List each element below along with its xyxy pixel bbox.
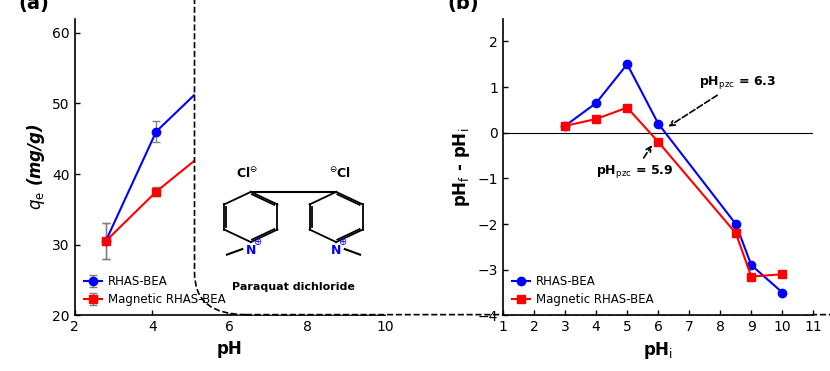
Y-axis label: $q_{\mathrm{e}}$ (mg/g): $q_{\mathrm{e}}$ (mg/g): [25, 124, 46, 210]
RHAS-BEA: [778, 290, 788, 295]
Magnetic RHAS-BEA: [560, 124, 570, 128]
Legend: RHAS-BEA, Magnetic RHAS-BEA: RHAS-BEA, Magnetic RHAS-BEA: [81, 272, 229, 309]
Magnetic RHAS-BEA: [778, 272, 788, 276]
Legend: RHAS-BEA, Magnetic RHAS-BEA: RHAS-BEA, Magnetic RHAS-BEA: [509, 272, 657, 309]
RHAS-BEA: [622, 62, 632, 66]
Y-axis label: pH$_{\mathrm{f}}$ - pH$_{\mathrm{i}}$: pH$_{\mathrm{f}}$ - pH$_{\mathrm{i}}$: [452, 127, 472, 207]
Line: RHAS-BEA: RHAS-BEA: [561, 60, 787, 297]
Line: Magnetic RHAS-BEA: Magnetic RHAS-BEA: [561, 104, 787, 281]
RHAS-BEA: [746, 263, 756, 267]
Text: (b): (b): [447, 0, 479, 13]
Text: (a): (a): [19, 0, 50, 13]
RHAS-BEA: [560, 124, 570, 128]
X-axis label: pH: pH: [217, 340, 242, 358]
RHAS-BEA: [653, 121, 663, 126]
RHAS-BEA: [591, 101, 601, 105]
Text: pH$_{\mathrm{pzc}}$ = 6.3: pH$_{\mathrm{pzc}}$ = 6.3: [670, 74, 776, 126]
Magnetic RHAS-BEA: [653, 139, 663, 144]
Magnetic RHAS-BEA: [622, 105, 632, 110]
Magnetic RHAS-BEA: [746, 274, 756, 279]
Magnetic RHAS-BEA: [591, 117, 601, 121]
Magnetic RHAS-BEA: [731, 231, 741, 235]
X-axis label: pH$_{\mathrm{i}}$: pH$_{\mathrm{i}}$: [643, 340, 673, 361]
Text: pH$_{\mathrm{pzc}}$ = 5.9: pH$_{\mathrm{pzc}}$ = 5.9: [596, 147, 673, 180]
RHAS-BEA: [731, 222, 741, 226]
